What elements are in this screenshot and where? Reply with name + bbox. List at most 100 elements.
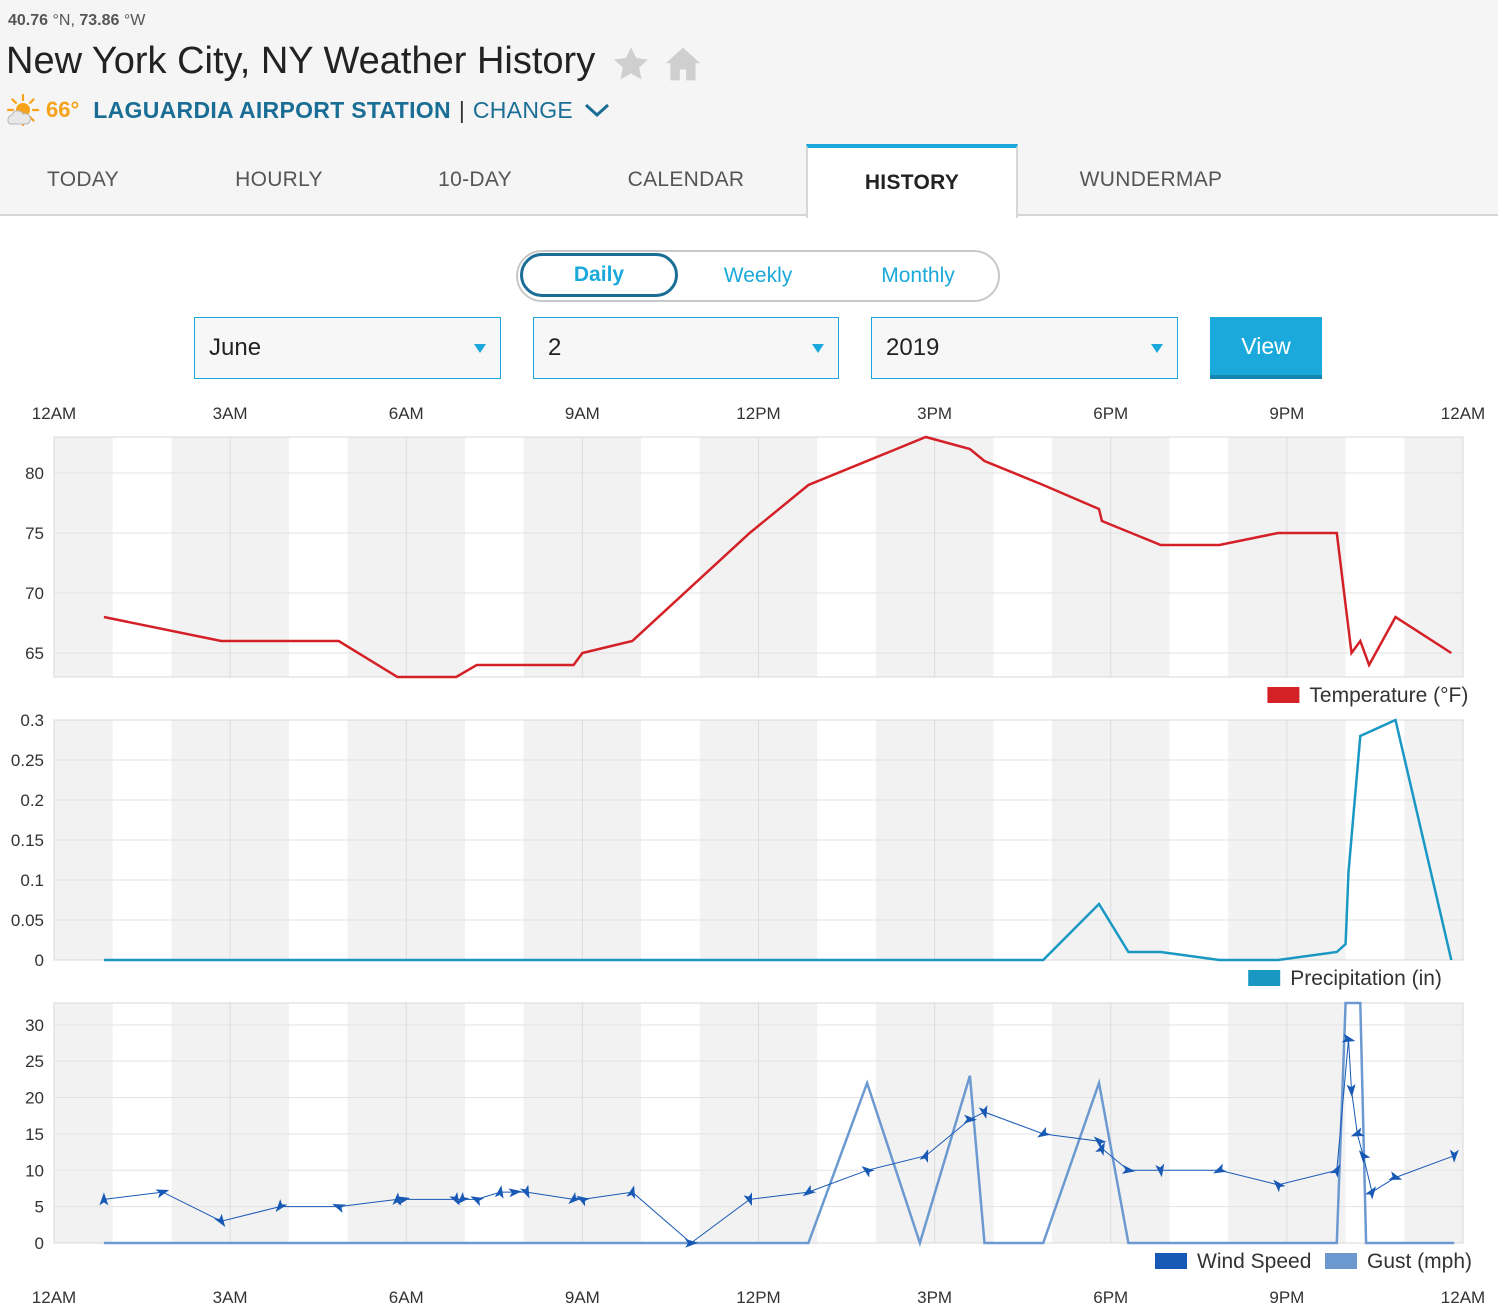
month-select[interactable]: June [194, 317, 501, 379]
coordinates: 40.76 °N, 73.86 °W [8, 12, 146, 29]
wind-direction-arrow [1121, 1165, 1136, 1174]
y-tick-label: 10 [25, 1161, 44, 1180]
tab-history[interactable]: HISTORY [806, 144, 1018, 218]
month-select-value: June [209, 334, 262, 361]
precipitation-chart: 0 0.05 0.1 0.15 0.2 0.25 0.3 Precipitation (in) [11, 711, 1464, 990]
wind-direction-arrow [275, 1199, 288, 1213]
wind-direction-arrow [457, 1191, 470, 1205]
y-tick-label: 65 [25, 644, 44, 663]
y-tick-label: 5 [35, 1198, 44, 1217]
wind-direction-arrow [743, 1192, 753, 1207]
shaded-band [230, 437, 289, 677]
wind-direction-arrow [568, 1192, 582, 1204]
caret-down-icon [812, 344, 824, 353]
legend-label: Wind Speed [1197, 1250, 1311, 1273]
shaded-band [875, 1003, 935, 1243]
wind-direction-arrow [392, 1192, 402, 1206]
station-link[interactable]: LAGUARDIA AIRPORT STATION [93, 96, 451, 123]
station-row: 66° LAGUARDIA AIRPORT STATION | CHANGE [6, 92, 611, 128]
shaded-band [523, 1003, 583, 1243]
toggle-daily[interactable]: Daily [520, 253, 678, 297]
home-icon[interactable] [664, 46, 702, 82]
tab-calendar[interactable]: CALENDAR [627, 168, 745, 191]
wind-direction-arrow [494, 1185, 504, 1199]
wind-direction-arrow [396, 1196, 411, 1206]
view-button[interactable]: View [1210, 317, 1322, 379]
page-header: 40.76 °N, 73.86 °W New York City, NY Wea… [0, 0, 1498, 218]
x-tick-label-bottom: 6PM [1093, 1288, 1128, 1307]
year-select[interactable]: 2019 [871, 317, 1178, 379]
wind-direction-arrow [1037, 1126, 1051, 1138]
shaded-band [1404, 437, 1463, 677]
wind-direction-arrow [1388, 1171, 1403, 1180]
legend-label: Temperature (°F) [1309, 684, 1468, 707]
wind-direction-arrow [508, 1188, 522, 1198]
wind-direction-arrow [1346, 1084, 1356, 1098]
wind-direction-arrow [520, 1184, 530, 1199]
y-tick-label: 0.25 [11, 751, 44, 770]
y-tick-label: 75 [25, 524, 44, 543]
temperature-chart: 65 70 75 80 12AM 3AM 6AM 9AM 12PM 3PM 6PM 9PM 12AM Te… [25, 404, 1485, 707]
shaded-band [1286, 437, 1346, 677]
toggle-weekly[interactable]: Weekly [723, 264, 793, 287]
shaded-band [1228, 437, 1287, 677]
wind-direction-arrow [214, 1213, 226, 1228]
y-tick-label: 20 [25, 1089, 44, 1108]
shaded-band [1286, 1003, 1346, 1243]
legend: Precipitation (in) [1248, 967, 1442, 990]
tab-10-day[interactable]: 10-DAY [438, 168, 512, 191]
wind-chart: 0 5 10 15 20 25 30 12AM 3AM 6AM 9AM 12PM 3PM 6PM 9PM 12… [25, 1001, 1485, 1307]
wind-direction-arrow [684, 1238, 698, 1248]
y-tick-label: 15 [25, 1125, 44, 1144]
sun-cloud-icon [6, 93, 40, 127]
y-tick-label: 0.2 [20, 791, 44, 810]
y-tick-label: 25 [25, 1052, 44, 1071]
wind-direction-arrow [576, 1195, 590, 1207]
shaded-band [406, 437, 465, 677]
tab-today[interactable]: TODAY [47, 168, 119, 191]
shaded-band [582, 1003, 642, 1243]
series-line [103, 1039, 1455, 1244]
tab-wundermap[interactable]: WUNDERMAP [1079, 168, 1223, 191]
wind-direction-arrow [1093, 1136, 1107, 1149]
wind-direction-arrow [802, 1184, 816, 1197]
x-tick-label-bottom: 12AM [32, 1288, 76, 1307]
wind-direction-arrow [626, 1185, 636, 1200]
plot-frame [53, 436, 1464, 678]
x-tick-label-top: 9AM [565, 404, 600, 423]
legend-label: Precipitation (in) [1290, 967, 1442, 990]
wind-direction-arrow [155, 1189, 170, 1199]
y-tick-label: 0.1 [20, 871, 44, 890]
wind-direction-arrow [1358, 1150, 1371, 1164]
separator: | [458, 96, 465, 123]
shaded-band [934, 437, 994, 677]
shaded-band [1110, 437, 1170, 677]
legend-label: Gust (mph) [1367, 1250, 1472, 1273]
x-tick-label-top: 3PM [917, 404, 952, 423]
y-tick-label: 0.15 [11, 831, 44, 850]
history-charts: 65 70 75 80 12AM 3AM 6AM 9AM 12PM 3PM 6PM 9PM 12AM Te… [11, 404, 1485, 1307]
x-tick-label-bottom: 3AM [213, 1288, 248, 1307]
day-select[interactable]: 2 [533, 317, 839, 379]
shaded-band [523, 437, 583, 677]
x-tick-label-bottom: 9AM [565, 1288, 600, 1307]
chevron-down-icon[interactable] [583, 100, 611, 120]
caret-down-icon [1151, 344, 1163, 353]
tab-hourly[interactable]: HOURLY [235, 168, 323, 191]
toggle-monthly[interactable]: Monthly [881, 264, 955, 287]
wind-direction-arrow [1155, 1163, 1165, 1178]
series-line [103, 718, 1453, 962]
shaded-band [758, 1003, 818, 1243]
shaded-band [347, 437, 407, 677]
y-tick-label: 0 [35, 951, 44, 970]
shaded-band [54, 437, 113, 677]
x-tick-label-bottom: 6AM [389, 1288, 424, 1307]
x-tick-label-top: 3AM [213, 404, 248, 423]
shaded-band [1404, 1003, 1463, 1243]
x-tick-label-top: 12PM [736, 404, 780, 423]
favorite-star-icon[interactable] [612, 46, 650, 82]
shaded-band [699, 1003, 759, 1243]
wind-direction-arrow [1213, 1163, 1227, 1174]
title-actions [612, 46, 702, 82]
change-station-link[interactable]: CHANGE [472, 96, 574, 123]
